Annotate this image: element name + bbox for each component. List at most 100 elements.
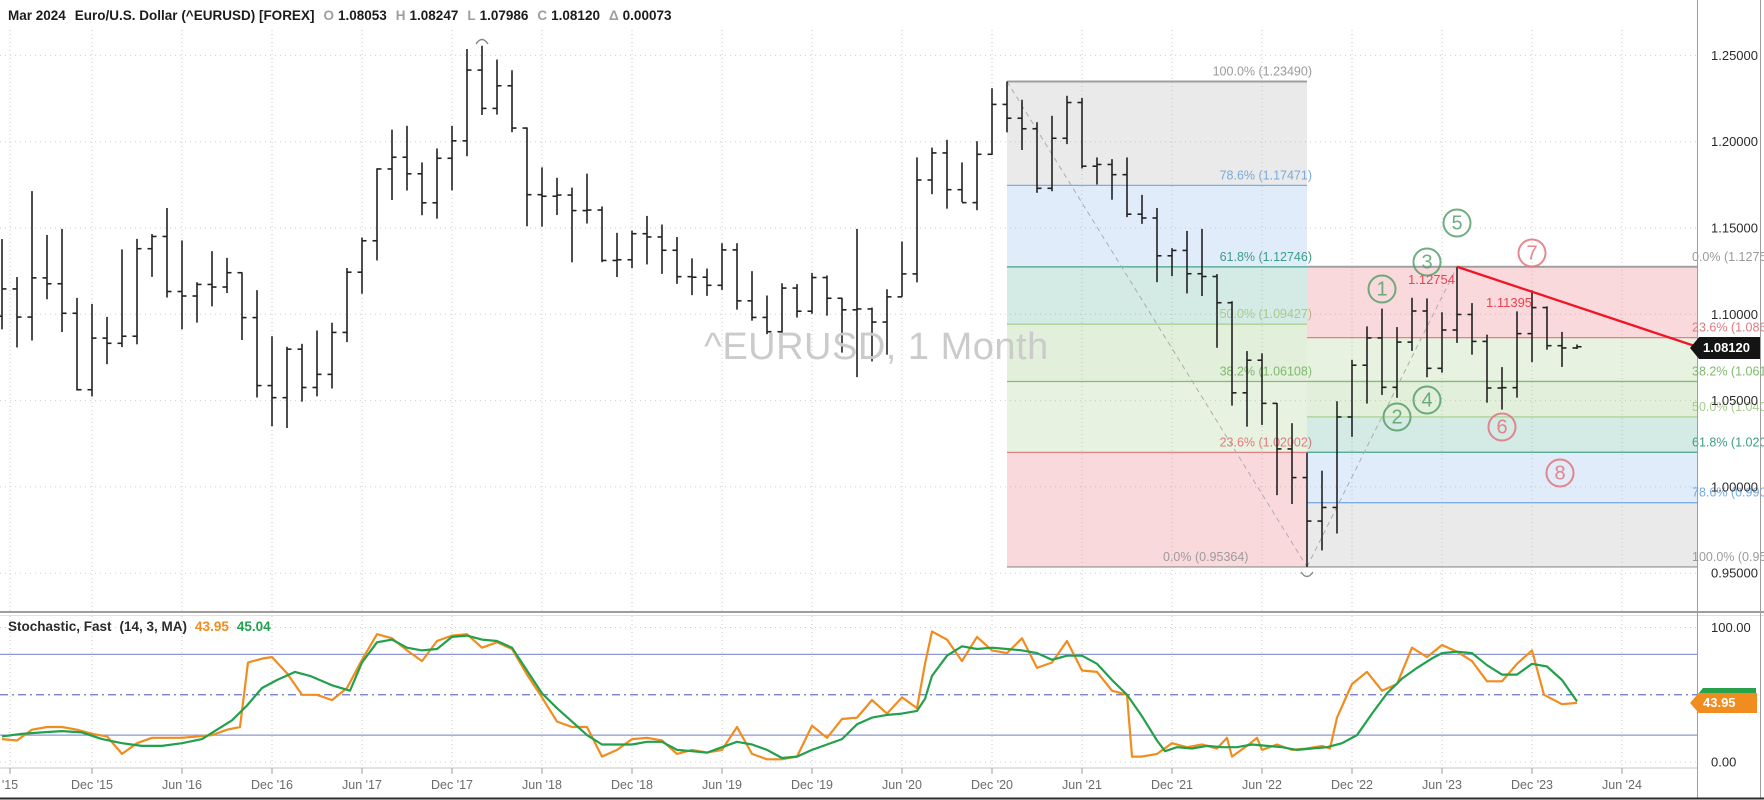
open-label: O [323, 7, 334, 23]
date-label: Jun '21 [1062, 778, 1102, 792]
date-label: Jun '19 [702, 778, 742, 792]
current-price-tag: 1.08120 [1690, 337, 1760, 359]
date-label: Dec '23 [1511, 778, 1553, 792]
fib-level-label: 0.0% (0.95364) [1163, 550, 1248, 564]
price-axis-label: 1.00000 [1711, 479, 1758, 494]
circle-number: 6 [1496, 417, 1507, 439]
circle-outline [1545, 458, 1575, 488]
date-label: Jun '17 [342, 778, 382, 792]
fib-level-label: 61.8% (1.12746) [1220, 250, 1312, 264]
fib-level-label: 0.0% (1.12754) [1692, 250, 1764, 264]
trendline[interactable]: 1.12754 1.11395 [1408, 265, 1698, 348]
circle-outline [1487, 412, 1517, 442]
circle-outline [1367, 274, 1397, 304]
wave-count-circle-1[interactable]: 1 [1367, 274, 1397, 304]
price-axis-label: 0.95000 [1711, 566, 1758, 581]
wave-count-circle-5[interactable]: 5 [1442, 208, 1472, 238]
fib-band [1007, 81, 1307, 186]
circle-number: 1 [1376, 279, 1387, 301]
wave-count-circle-2[interactable]: 2 [1382, 402, 1412, 432]
date-label: Jun '20 [882, 778, 922, 792]
date-label: Dec '20 [971, 778, 1013, 792]
date-label: Dec '19 [791, 778, 833, 792]
fib-level-label: 78.6% (0.99085) [1692, 486, 1764, 500]
price-axis-label: 1.25000 [1711, 48, 1758, 63]
date-label: Dec '18 [611, 778, 653, 792]
date-label: Jun '22 [1242, 778, 1282, 792]
fib-level-label: 100.0% (1.23490) [1213, 64, 1312, 78]
date-label: '15 [2, 778, 18, 792]
delta-value: 0.00073 [622, 7, 672, 23]
high-value: 1.08247 [409, 7, 459, 23]
wave-count-circle-4[interactable]: 4 [1412, 385, 1442, 415]
fib-level-label: 50.0% (1.09427) [1220, 307, 1312, 321]
wave-count-circle-6[interactable]: 6 [1487, 412, 1517, 442]
circle-number: 3 [1421, 252, 1432, 274]
wave-count-circle-8[interactable]: 8 [1545, 458, 1575, 488]
gridlines [0, 30, 1697, 767]
price-axis-label: 1.10000 [1711, 307, 1758, 322]
trendline-segment[interactable] [1456, 265, 1698, 348]
date-axis: '15 Dec '15 Jun '16 Dec '16 Jun '17 Dec '17 Ju… [2, 768, 1642, 792]
chart-title-bar: Mar 2024 Euro/U.S. Dollar (^EURUSD) [FOR… [8, 5, 671, 25]
trendline-price-label: 1.12754 [1408, 272, 1455, 287]
fib-level-label: 78.6% (1.17471) [1220, 168, 1312, 182]
fib-band [1307, 452, 1697, 503]
fib-level-label: 38.2% (1.06108) [1220, 364, 1312, 378]
price-axis-label: 1.05000 [1711, 393, 1758, 408]
date-label: Dec '17 [431, 778, 473, 792]
low-arc-marker [1300, 571, 1314, 578]
indicator-ma-value: 45.04 [236, 619, 271, 634]
close-label: C [537, 7, 548, 23]
fib-level-label: 61.8% (1.02007) [1692, 435, 1764, 449]
trendline-price-label: 1.11395 [1486, 295, 1532, 310]
low-label: L [467, 7, 476, 23]
open-value: 1.08053 [337, 7, 387, 23]
instrument-name: Euro/U.S. Dollar (^EURUSD) [FOREX] [74, 7, 315, 23]
stoch-k-price-tag: 43.95 [1690, 693, 1757, 713]
date-label: Jun '18 [522, 778, 562, 792]
price-series [0, 45, 1582, 567]
circle-number: 2 [1391, 407, 1402, 429]
fib-level-label: 38.2% (1.06111) [1692, 364, 1764, 378]
fib-band [1007, 324, 1307, 382]
stoch-line-k [1, 630, 1578, 761]
circle-outline [1412, 247, 1442, 277]
circle-number: 8 [1554, 463, 1565, 485]
date-label: Dec '21 [1151, 778, 1193, 792]
high-label: H [395, 7, 406, 23]
bar-date: Mar 2024 [8, 7, 66, 23]
wave-count-circle-3[interactable]: 3 [1412, 247, 1442, 277]
date-label: Jun '16 [162, 778, 202, 792]
fib-band [1307, 502, 1697, 567]
date-label: Jun '23 [1422, 778, 1462, 792]
indicator-axis-label: 100.00 [1711, 620, 1751, 635]
fib-level-label: 23.6% (1.08650) [1692, 321, 1764, 335]
price-axis-label: 1.15000 [1711, 221, 1758, 236]
indicator-axis: 100.00 0.00 [1711, 620, 1751, 770]
circle-outline [1442, 208, 1472, 238]
high-arc-marker [475, 38, 489, 45]
fib-band [1007, 381, 1307, 453]
date-label: Dec '22 [1331, 778, 1373, 792]
fib-level-label: 100.0% (0.95364) [1692, 550, 1764, 564]
circle-number: 7 [1526, 243, 1537, 265]
indicator-header[interactable]: Stochastic, Fast (14, 3, MA) 43.95 45.04 [8, 619, 271, 634]
fib-level-label: 23.6% (1.02002) [1220, 435, 1312, 449]
circle-outline [1517, 238, 1547, 268]
symbol-watermark: ^EURUSD, 1 Month [704, 326, 1049, 368]
date-label: Dec '16 [251, 778, 293, 792]
fib-band [1307, 416, 1697, 453]
indicator-name: Stochastic, Fast [8, 619, 112, 634]
wave-count-circle-7[interactable]: 7 [1517, 238, 1547, 268]
fib-baseline-dashed [1306, 266, 1458, 568]
date-label: Jun '24 [1602, 778, 1642, 792]
indicator-axis-label: 0.00 [1711, 755, 1736, 770]
date-label: Dec '15 [71, 778, 113, 792]
circle-number: 4 [1421, 390, 1432, 412]
stoch-line-ma [1, 634, 1578, 760]
circle-number: 5 [1451, 213, 1462, 235]
price-axis-label: 1.20000 [1711, 134, 1758, 149]
